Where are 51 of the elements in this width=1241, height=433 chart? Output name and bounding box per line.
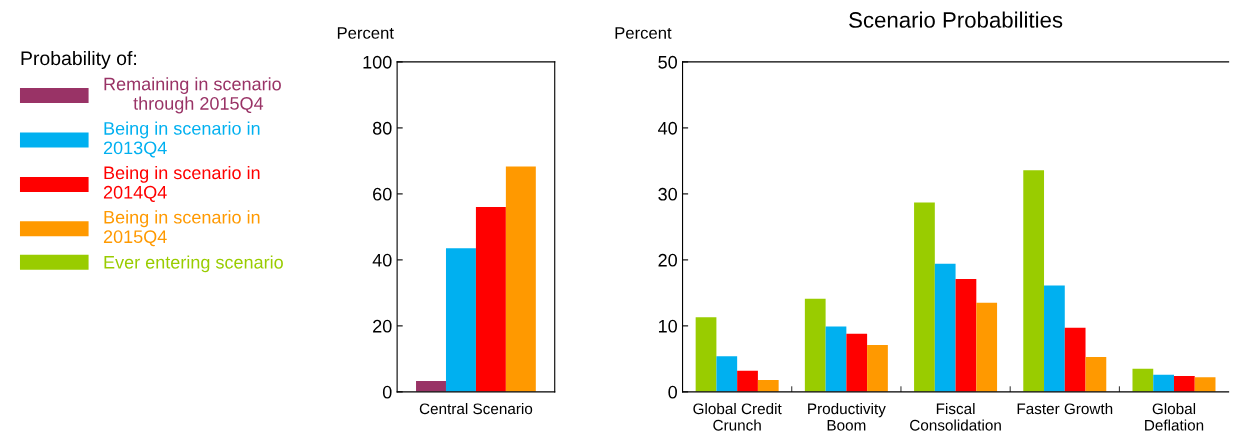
x-tick-label: Global Deflation: [1145, 402, 1204, 431]
bar: [1085, 356, 1107, 392]
bar: [1132, 368, 1154, 392]
bar: [1064, 327, 1086, 392]
bar: [825, 326, 847, 392]
y-tick-label: 80: [372, 121, 392, 135]
legend-title: Probability of:: [21, 50, 136, 70]
legend-label: Being in scenario in 2014Q4: [103, 165, 260, 202]
x-tick-label: Global Credit Crunch: [693, 402, 782, 431]
bar: [737, 370, 758, 392]
y-tick-label: 0: [382, 385, 392, 399]
legend-label: Being in scenario in 2015Q4: [103, 210, 260, 247]
y-tick-label: 20: [658, 253, 677, 267]
bar: [846, 333, 868, 392]
y-tick-label: 50: [658, 55, 677, 69]
bar: [1023, 170, 1045, 392]
y-tick-label: 30: [658, 187, 677, 201]
y-axis-title: Percent: [615, 27, 672, 39]
bar: [716, 356, 738, 392]
bar: [914, 202, 935, 392]
bar: [475, 207, 506, 392]
bar: [695, 317, 717, 392]
y-tick-label: 60: [373, 187, 392, 201]
y-tick-label: 40: [658, 121, 677, 135]
bar: [804, 298, 826, 392]
bar: [976, 302, 998, 392]
y-tick-label: 0: [668, 385, 677, 399]
chart-title: Scenario Probabilities: [849, 11, 1063, 28]
bar: [757, 379, 779, 392]
y-tick-label: 20: [373, 319, 392, 333]
bar: [416, 380, 446, 392]
bar: [867, 345, 888, 392]
y-tick-label: 100: [363, 55, 392, 69]
x-tick-label: Faster Growth: [1017, 402, 1113, 415]
y-tick-label: 40: [372, 253, 392, 267]
bar: [934, 263, 956, 392]
legend-label: Remaining in scenario through 2015Q4: [104, 77, 281, 114]
x-tick-label: Central Scenario: [419, 402, 533, 415]
legend-label: Ever entering scenario: [104, 255, 283, 273]
bar: [1153, 374, 1174, 392]
bar: [505, 166, 536, 392]
x-tick-label: Productivity Boom: [808, 402, 886, 431]
bar: [1044, 285, 1065, 392]
bar: [1194, 377, 1216, 392]
legend-label: Being in scenario in 2013Q4: [103, 121, 260, 158]
y-tick-label: 10: [658, 319, 677, 333]
bar: [1173, 376, 1195, 392]
bar: [445, 248, 476, 392]
bar: [955, 279, 977, 392]
y-axis-title: Percent: [337, 27, 394, 39]
x-tick-label: Fiscal Consolidation: [910, 402, 1001, 431]
